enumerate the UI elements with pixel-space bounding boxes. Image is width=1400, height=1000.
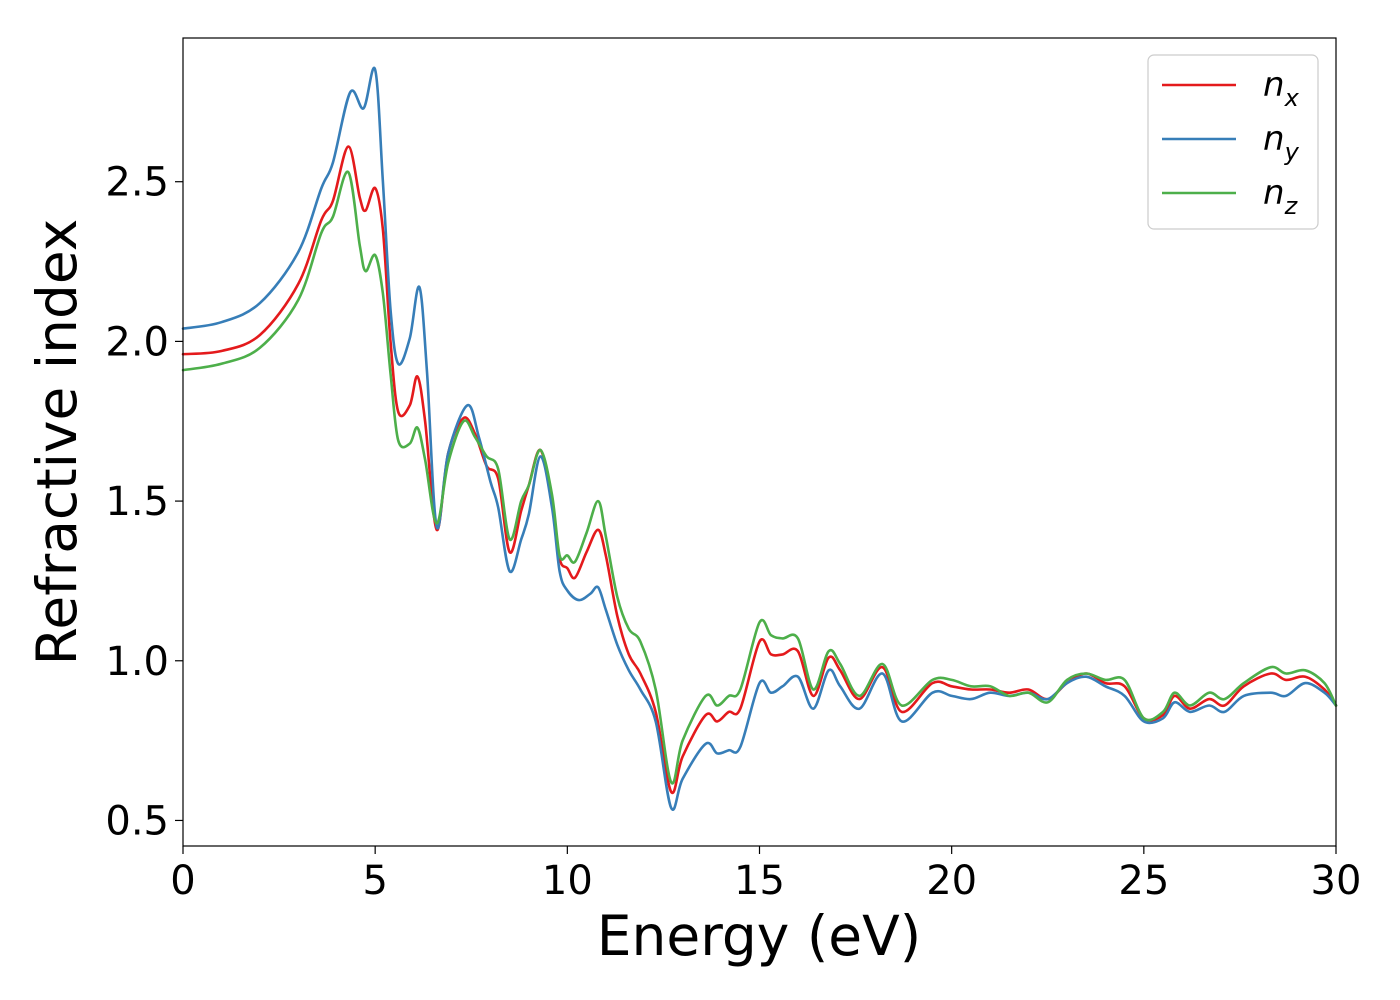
series-line-nx (181, 145, 1338, 795)
x-tick-label: 25 (1118, 858, 1169, 904)
series-line-nz (181, 170, 1338, 785)
y-tick-label: 1.0 (105, 639, 169, 685)
x-tick-label: 0 (170, 858, 195, 904)
series-lines (181, 66, 1338, 811)
legend-box (1147, 54, 1319, 230)
x-axis-label: Energy (eV) (597, 904, 921, 968)
y-tick-label: 2.0 (105, 319, 169, 365)
x-axis-ticks: 0 5 10 15 20 25 30 (170, 846, 1361, 904)
y-axis-label: Refractive index (25, 219, 89, 666)
plot-background (183, 38, 1336, 846)
x-tick-label: 15 (734, 858, 785, 904)
y-tick-label: 0.5 (105, 798, 169, 844)
y-tick-label: 2.5 (105, 160, 169, 206)
x-tick-label: 20 (926, 858, 977, 904)
x-tick-label: 30 (1311, 858, 1362, 904)
x-tick-label: 10 (542, 858, 593, 904)
y-axis-ticks: 0.5 1.0 1.5 2.0 2.5 (105, 160, 183, 844)
series-line-ny (181, 66, 1338, 811)
y-tick-label: 1.5 (105, 479, 169, 525)
x-tick-label: 5 (362, 858, 387, 904)
